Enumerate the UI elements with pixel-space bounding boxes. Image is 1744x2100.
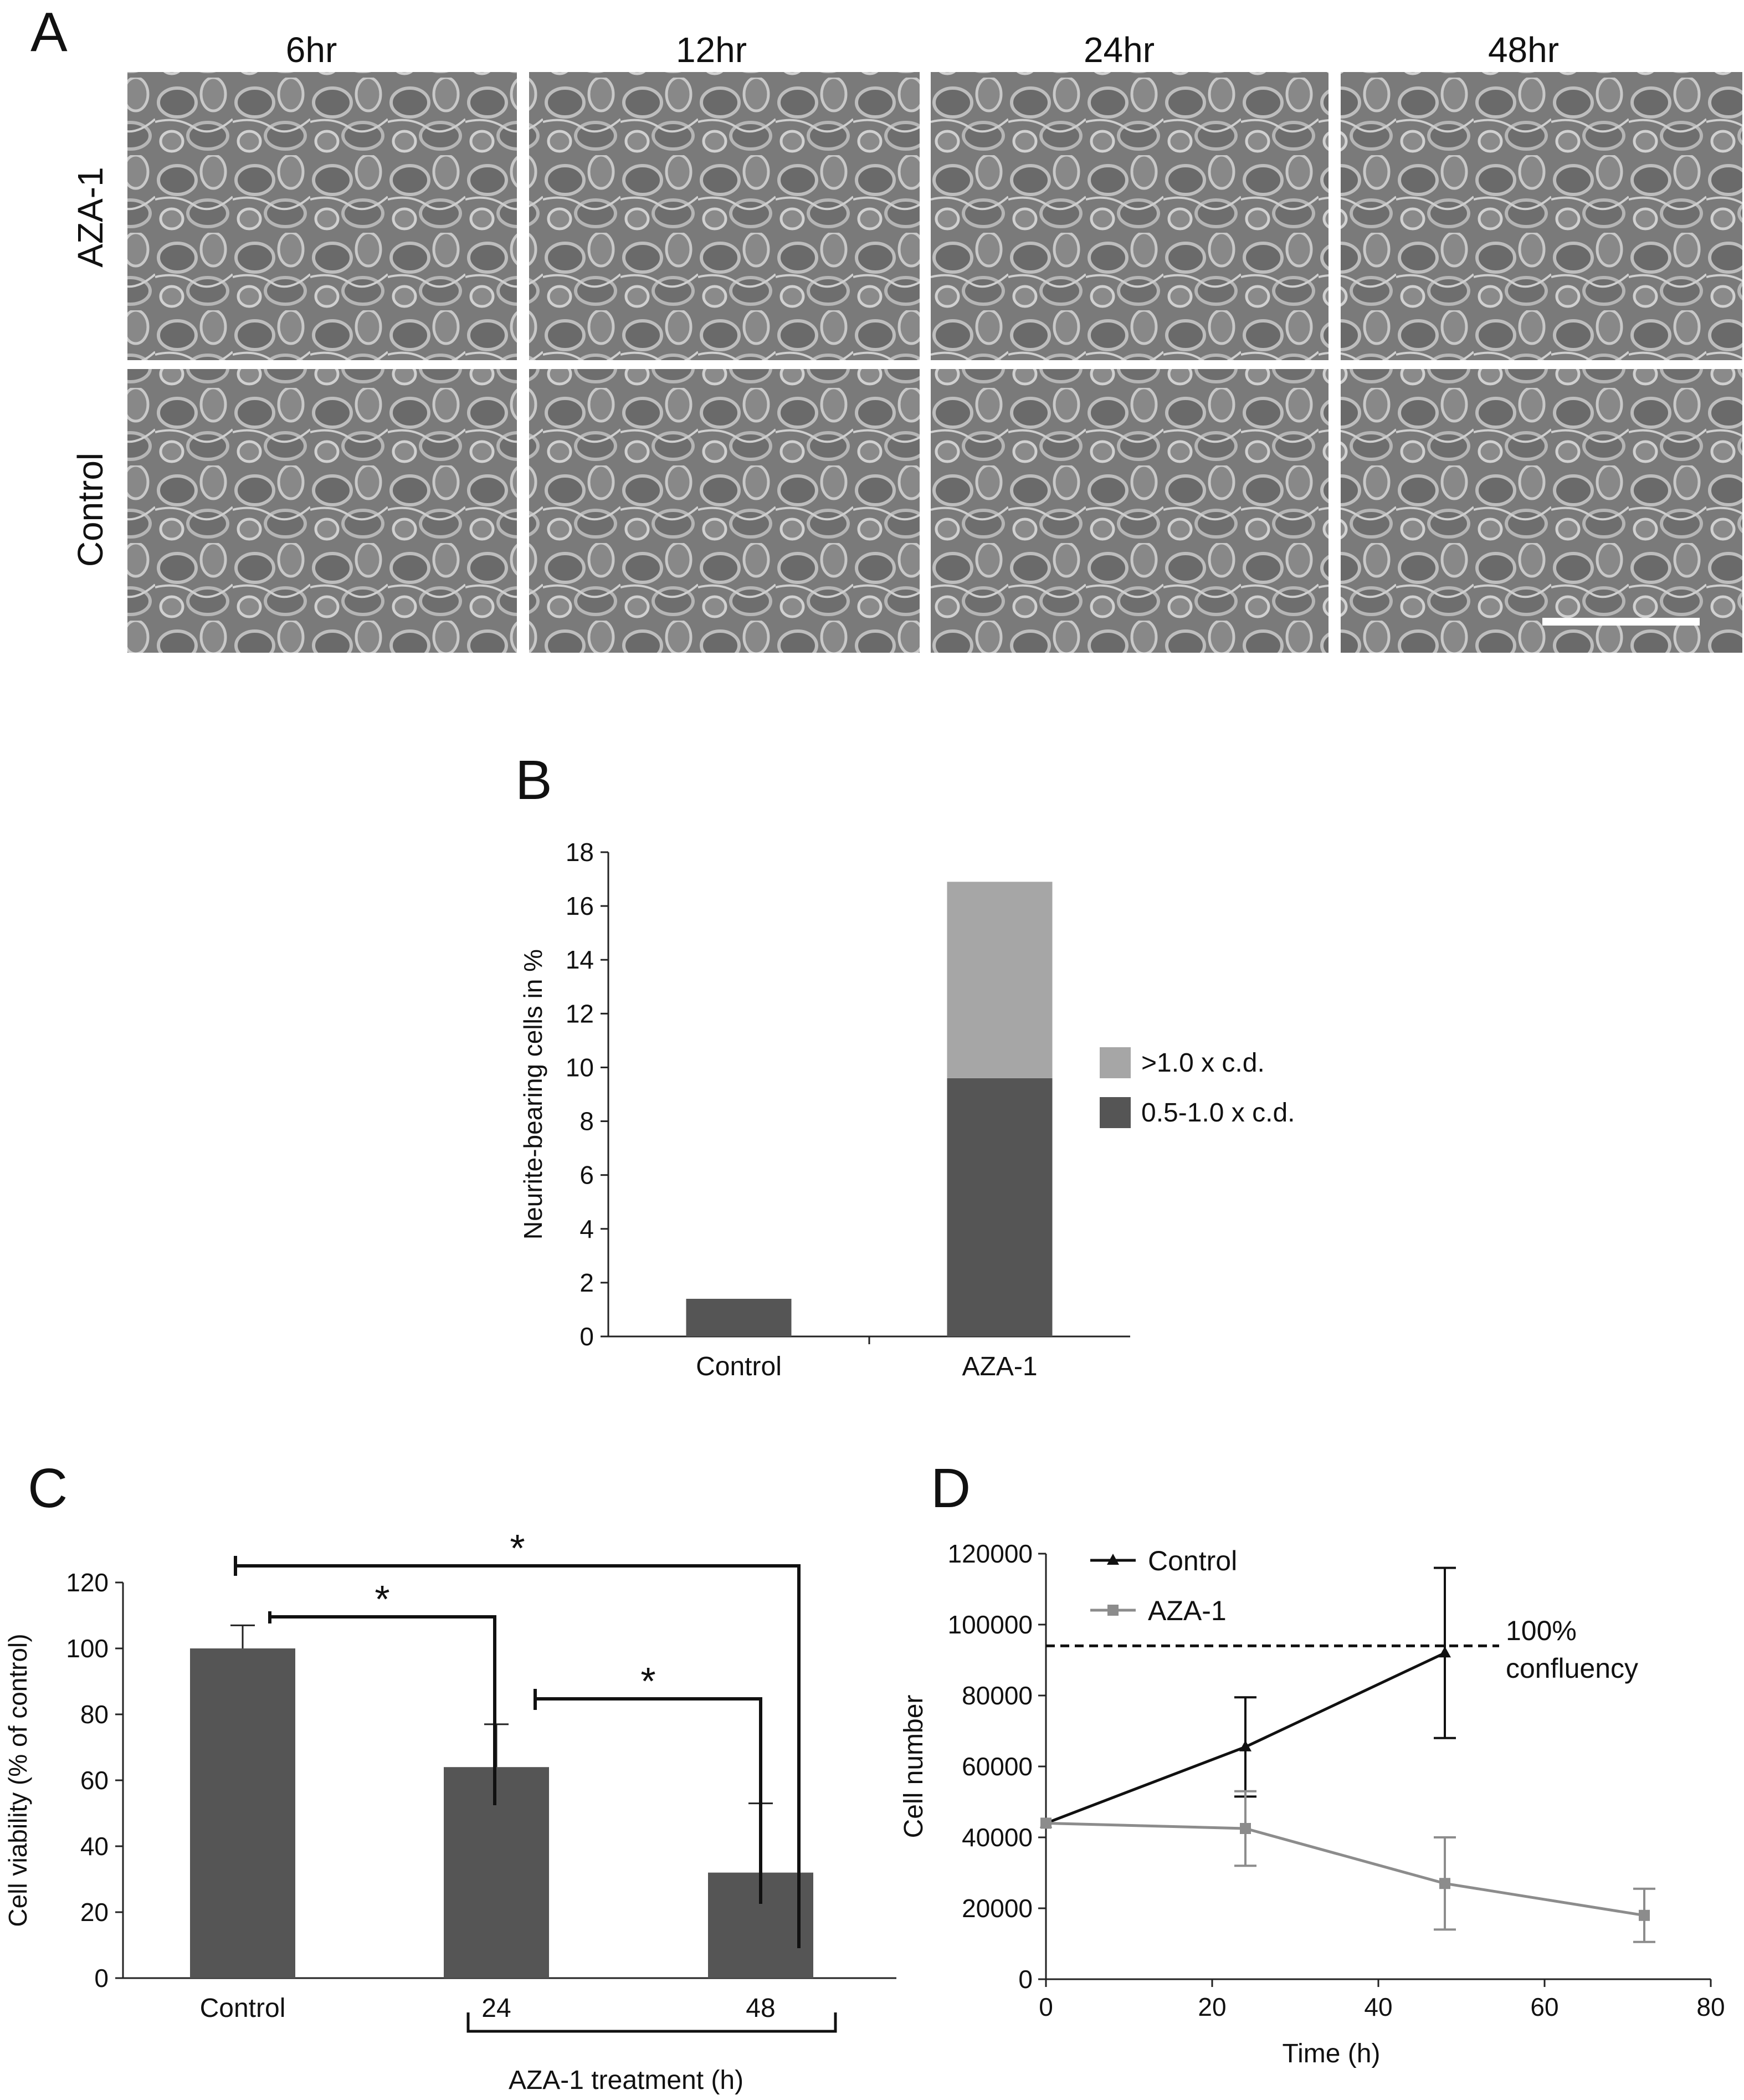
- column-header-24hr: 24hr: [1084, 30, 1155, 70]
- d-legend-marker-aza-1: [1107, 1605, 1119, 1616]
- d-point-control: [1239, 1740, 1251, 1751]
- c-y-tick-label: 0: [94, 1964, 109, 1993]
- d-y-tick-label: 0: [1018, 1965, 1033, 1994]
- b-y-tick-label: 0: [579, 1322, 594, 1351]
- d-y-tick-label: 40000: [962, 1823, 1033, 1852]
- d-y-tick-label: 80000: [962, 1681, 1033, 1710]
- confluency-annotation-line2: confluency: [1506, 1653, 1638, 1684]
- panel-a: A 6hr 12hr 24hr 48hr AZA-1 Control: [30, 1, 1742, 653]
- panel-letter-b: B: [515, 749, 552, 811]
- panel-a-column-headers: 6hr 12hr 24hr 48hr: [286, 30, 1559, 70]
- c-bar-control: [190, 1648, 295, 1978]
- micrograph-control-12hr: [529, 369, 920, 653]
- d-x-tick-label: 20: [1198, 1993, 1226, 2021]
- c-x-tick-label: 24: [481, 1994, 511, 2023]
- c-treatment-bracket: [466, 2012, 837, 2033]
- c-x-tick-label: 48: [746, 1994, 775, 2023]
- d-series-line-aza-1: [1045, 1821, 1645, 1917]
- b-y-axis-label: Neurite-bearing cells in %: [519, 949, 547, 1239]
- b-legend-label: 0.5-1.0 x c.d.: [1141, 1098, 1295, 1128]
- c-significance-bracket: [234, 1556, 801, 1948]
- panel-b: B 0 2 4 6 8 10 12 14 16 18 Control AZA-1 Neurite-bea…: [515, 749, 1295, 1381]
- c-y-axis-label: Cell viability (% of control): [3, 1633, 32, 1927]
- c-y-tick-label: 100: [66, 1634, 109, 1663]
- panel-letter-d: D: [931, 1457, 971, 1519]
- b-y-tick-label: 10: [566, 1053, 594, 1082]
- b-bar-high-aza-1: [947, 882, 1053, 1078]
- d-x-tick-label: 60: [1530, 1993, 1558, 2021]
- d-point-control: [1439, 1646, 1451, 1658]
- d-point-aza-1: [1040, 1817, 1051, 1829]
- b-legend-swatch: [1100, 1047, 1131, 1078]
- micrograph-aza-1-6hr: [127, 72, 517, 360]
- c-y-tick-label: 60: [80, 1766, 109, 1795]
- row-label-control: Control: [70, 453, 110, 567]
- d-x-tick-label: 0: [1039, 1993, 1053, 2021]
- d-y-axis-label: Cell number: [899, 1695, 929, 1838]
- d-y-tick-label: 100000: [948, 1610, 1033, 1639]
- c-significance-mark: *: [640, 1659, 655, 1703]
- b-y-tick-label: 16: [566, 892, 594, 920]
- d-legend-label-control: Control: [1148, 1545, 1237, 1576]
- d-y-tick-label: 120000: [948, 1539, 1033, 1568]
- b-x-tick-label: Control: [696, 1352, 782, 1381]
- c-y-tick-label: 40: [80, 1832, 109, 1861]
- c-x-tick-label: Control: [200, 1994, 286, 2023]
- b-legend-label: >1.0 x c.d.: [1141, 1048, 1265, 1078]
- micrograph-aza-1-24hr: [931, 72, 1328, 360]
- d-x-tick-label: 80: [1696, 1993, 1725, 2021]
- c-significance-mark: *: [375, 1577, 389, 1621]
- scale-bar: [1542, 618, 1700, 626]
- c-significance-mark: *: [510, 1527, 525, 1570]
- micrograph-control-6hr: [127, 369, 517, 653]
- chart-d: 0 20000 40000 60000 80000 100000 120000 0 20 40 60…: [899, 1539, 1725, 2068]
- chart-b: 0 2 4 6 8 10 12 14 16 18 Control AZA-1 Neurite-beari…: [519, 838, 1295, 1381]
- row-label-aza-1: AZA-1: [70, 167, 110, 267]
- c-y-tick-label: 120: [66, 1568, 109, 1597]
- micrograph-control-24hr: [931, 369, 1328, 653]
- b-bar-low-control: [686, 1299, 792, 1336]
- d-point-aza-1: [1240, 1823, 1251, 1834]
- panel-letter-a: A: [30, 1, 68, 63]
- b-y-tick-label: 12: [566, 999, 594, 1028]
- b-x-tick-label: AZA-1: [962, 1352, 1037, 1381]
- b-y-tick-label: 14: [566, 945, 594, 974]
- d-y-tick-label: 60000: [962, 1752, 1033, 1781]
- micrograph-grid: [127, 72, 1742, 653]
- c-significance-bracket: [268, 1611, 496, 1805]
- b-y-tick-label: 4: [579, 1215, 594, 1243]
- b-bar-low-aza-1: [947, 1078, 1053, 1336]
- c-y-tick-label: 80: [80, 1700, 109, 1729]
- b-y-tick-label: 2: [579, 1268, 594, 1297]
- panel-c: C 0 20 40 60 80 100 120 Control 24 48 AZA-1 treatm…: [3, 1457, 896, 2095]
- c-x-axis-label: AZA-1 treatment (h): [509, 2066, 743, 2095]
- b-y-tick-label: 8: [579, 1107, 594, 1136]
- d-x-axis-label: Time (h): [1283, 2039, 1381, 2068]
- panel-d: D 0 20000 40000 60000 80000 100000 120000 0 20 40…: [899, 1457, 1725, 2068]
- micrograph-aza-1-48hr: [1341, 72, 1742, 360]
- chart-c: 0 20 40 60 80 100 120 Control 24 48 AZA-1 treatmen…: [3, 1527, 896, 2095]
- c-significance-bracket: [534, 1689, 762, 1904]
- micrograph-aza-1-12hr: [529, 72, 920, 360]
- column-header-12hr: 12hr: [676, 30, 747, 70]
- d-x-tick-label: 40: [1364, 1993, 1392, 2021]
- b-y-tick-label: 18: [566, 838, 594, 867]
- column-header-48hr: 48hr: [1488, 30, 1559, 70]
- d-y-tick-label: 20000: [962, 1894, 1033, 1923]
- panel-letter-c: C: [28, 1457, 68, 1519]
- b-legend-swatch: [1100, 1097, 1131, 1128]
- d-point-aza-1: [1639, 1909, 1650, 1921]
- b-y-tick-label: 6: [579, 1161, 594, 1190]
- c-y-tick-label: 20: [80, 1898, 109, 1927]
- d-legend-marker-control: [1107, 1554, 1119, 1565]
- column-header-6hr: 6hr: [286, 30, 337, 70]
- d-legend-label-aza-1: AZA-1: [1148, 1595, 1227, 1626]
- micrograph-control-48hr: [1341, 369, 1742, 653]
- confluency-annotation-line1: 100%: [1506, 1615, 1577, 1646]
- d-point-aza-1: [1439, 1878, 1450, 1889]
